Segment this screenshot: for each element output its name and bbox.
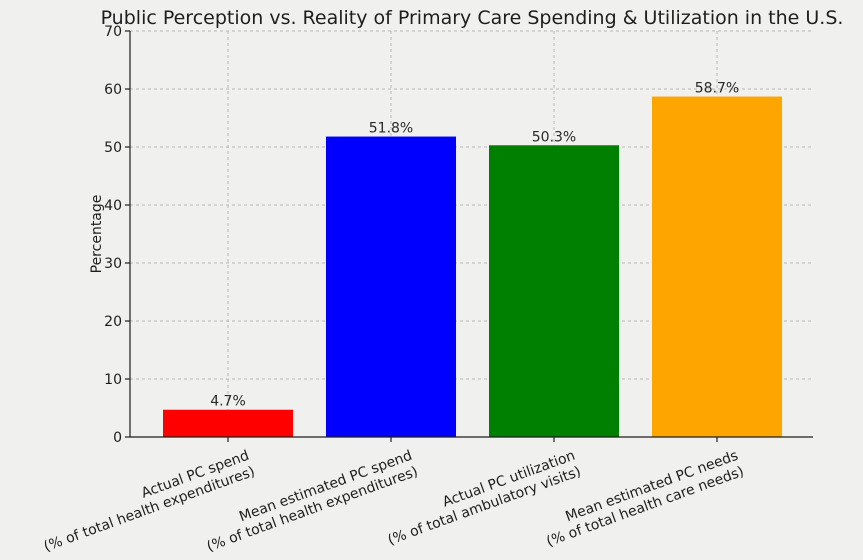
y-tick-labels: 0 10 20 30 40 50 60 70 [104, 24, 122, 446]
y-tick-label-0: 0 [113, 430, 122, 446]
y-axis-label: Percentage [89, 195, 105, 274]
bar-2 [326, 136, 456, 437]
bars [163, 96, 782, 437]
value-labels: 4.7% 51.8% 50.3% 58.7% [210, 81, 739, 410]
y-tick-label-30: 30 [104, 256, 122, 272]
axes [125, 30, 813, 442]
y-tick-label-50: 50 [104, 140, 122, 156]
y-tick-label-20: 20 [104, 314, 122, 330]
y-tick-label-40: 40 [104, 198, 122, 214]
bar-3 [489, 145, 619, 437]
bar-4 [652, 96, 782, 437]
value-label-4: 58.7% [695, 81, 739, 97]
value-label-3: 50.3% [532, 129, 576, 145]
y-tick-label-60: 60 [104, 82, 122, 98]
bar-1 [163, 409, 293, 437]
y-tick-label-70: 70 [104, 24, 122, 40]
value-label-1: 4.7% [210, 394, 246, 410]
chart-title: Public Perception vs. Reality of Primary… [101, 7, 844, 29]
y-tick-label-10: 10 [104, 372, 122, 388]
value-label-2: 51.8% [369, 121, 413, 137]
x-tick-labels: Actual PC spend(% of total health expend… [42, 448, 746, 555]
